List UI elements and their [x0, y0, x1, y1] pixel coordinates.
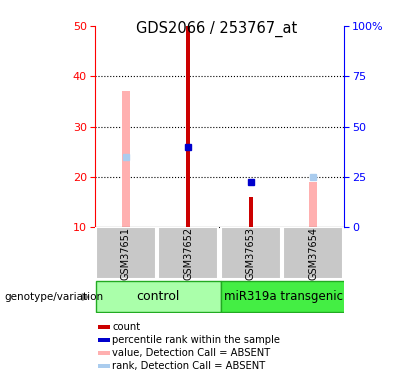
Bar [220, 281, 346, 312]
Text: control: control [136, 290, 180, 303]
Bar [249, 197, 253, 227]
Bar [186, 26, 190, 227]
Bar [220, 227, 281, 279]
Text: GSM37652: GSM37652 [183, 226, 193, 280]
Bar [309, 182, 317, 227]
Text: GDS2066 / 253767_at: GDS2066 / 253767_at [136, 21, 297, 37]
Text: percentile rank within the sample: percentile rank within the sample [113, 335, 281, 345]
Bar [98, 364, 110, 368]
Text: miR319a transgenic: miR319a transgenic [224, 290, 343, 303]
Text: GSM37653: GSM37653 [246, 226, 256, 280]
Text: count: count [113, 322, 141, 332]
Bar [122, 92, 130, 227]
Text: genotype/variation: genotype/variation [4, 292, 103, 302]
Text: rank, Detection Call = ABSENT: rank, Detection Call = ABSENT [113, 361, 266, 371]
Bar [98, 325, 110, 329]
Bar [96, 227, 156, 279]
Bar [158, 227, 218, 279]
Bar [98, 351, 110, 355]
Text: value, Detection Call = ABSENT: value, Detection Call = ABSENT [113, 348, 271, 358]
Bar [98, 338, 110, 342]
Text: GSM37654: GSM37654 [308, 226, 318, 280]
Bar [96, 281, 221, 312]
Bar [283, 227, 343, 279]
Text: GSM37651: GSM37651 [121, 226, 131, 280]
